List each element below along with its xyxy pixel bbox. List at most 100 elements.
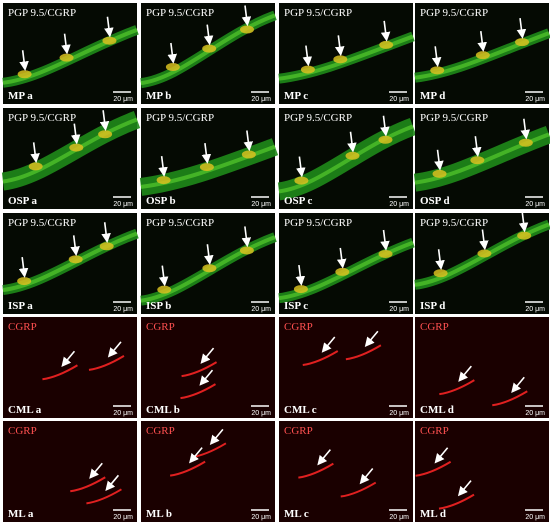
arrow (434, 149, 444, 171)
stain-label: PGP 9.5/CGRP (146, 112, 214, 124)
panel: PGP 9.5/CGRP OSP a 20 μm (1, 108, 141, 209)
fiber (439, 379, 475, 396)
panel-background (415, 317, 549, 418)
arrow (89, 462, 103, 479)
stain-label: PGP 9.5/CGRP (8, 7, 76, 19)
panel-label: ML a (8, 508, 34, 520)
varicosity (335, 267, 350, 276)
arrow (30, 142, 40, 164)
stain-label: CGRP (420, 321, 449, 333)
fiber (70, 476, 106, 493)
fiber (88, 355, 125, 371)
fiber-core (278, 124, 414, 194)
arrow (434, 447, 449, 464)
fiber (42, 364, 78, 381)
fiber (438, 493, 475, 510)
varicosity (379, 40, 394, 49)
panel-label: CML a (8, 404, 42, 416)
scale-label: 20 μm (113, 201, 133, 208)
panel-label: OSP d (420, 195, 450, 207)
panel-background (141, 421, 275, 522)
panel-label: ISP c (284, 300, 308, 312)
scale-label: 20 μm (525, 96, 545, 103)
arrow (101, 222, 111, 244)
panel-label: ML c (284, 508, 309, 520)
varicosity (433, 269, 448, 278)
arrow (241, 5, 252, 27)
varicosity (432, 169, 447, 178)
arrow (520, 118, 531, 140)
stain-label: CGRP (8, 321, 37, 333)
panel: PGP 9.5/CGRP ISP c 20 μm (278, 213, 415, 314)
panel: PGP 9.5/CGRP ISP a 20 μm (2, 213, 139, 314)
stain-label: CGRP (284, 321, 313, 333)
panel-background (3, 317, 137, 418)
varicosity (430, 66, 445, 75)
arrow (70, 123, 81, 145)
scale-label: 20 μm (525, 306, 545, 313)
panel-background (279, 3, 413, 104)
arrow (200, 347, 215, 364)
varicosity (294, 176, 309, 185)
fiber (169, 460, 206, 477)
varicosity (475, 51, 490, 60)
arrow (167, 42, 178, 64)
panel-label: OSP b (146, 195, 176, 207)
arrow (479, 229, 489, 251)
arrow (364, 330, 379, 347)
varicosity (518, 138, 533, 147)
fiber-core (414, 222, 550, 287)
arrow (317, 449, 331, 466)
stain-label: PGP 9.5/CGRP (420, 112, 488, 124)
scale-label: 20 μm (525, 410, 545, 417)
arrow (158, 155, 168, 177)
arrow (457, 480, 472, 497)
varicosity (17, 70, 32, 79)
arrow (347, 131, 357, 153)
arrow (334, 35, 345, 57)
panel: PGP 9.5/CGRP MP d 20 μm (414, 3, 550, 104)
varicosity (345, 151, 360, 160)
varicosity (470, 156, 485, 165)
arrow (61, 350, 76, 367)
panel-label: CML c (284, 404, 317, 416)
arrow (296, 156, 306, 178)
panel-label: OSP a (8, 195, 38, 207)
panel-label: ISP b (146, 300, 171, 312)
varicosity (69, 143, 84, 152)
arrow (477, 31, 487, 52)
panel-label: ISP d (420, 300, 445, 312)
panel: CGRP CML c 20 μm (279, 317, 413, 418)
varicosity (59, 53, 74, 62)
arrow (19, 50, 29, 72)
varicosity (98, 130, 113, 139)
fiber-core (414, 31, 550, 80)
arrow (18, 257, 29, 278)
arrow (380, 20, 391, 42)
stain-label: PGP 9.5/CGRP (284, 217, 352, 229)
varicosity (333, 55, 348, 64)
panel-label: MP b (146, 90, 171, 102)
scale-label: 20 μm (389, 514, 409, 521)
varicosity (378, 249, 393, 258)
scale-label: 20 μm (251, 201, 271, 208)
arrow (201, 143, 212, 164)
arrow (204, 244, 214, 266)
arrow (380, 115, 390, 137)
varicosity (202, 44, 217, 53)
fiber (492, 390, 528, 407)
varicosity (99, 242, 114, 251)
stain-label: PGP 9.5/CGRP (284, 7, 352, 19)
stain-label: CGRP (146, 425, 175, 437)
arrow (336, 247, 347, 269)
panel-label: CML d (420, 404, 454, 416)
arrow (99, 110, 110, 132)
panel-label: MP c (284, 90, 308, 102)
panel-label: ISP a (8, 300, 33, 312)
panel-background (3, 421, 137, 522)
arrow (321, 336, 336, 353)
panel: PGP 9.5/CGRP MP c 20 μm (278, 3, 415, 104)
panel-background (279, 421, 413, 522)
varicosity (17, 277, 32, 286)
stain-label: CGRP (8, 425, 37, 437)
